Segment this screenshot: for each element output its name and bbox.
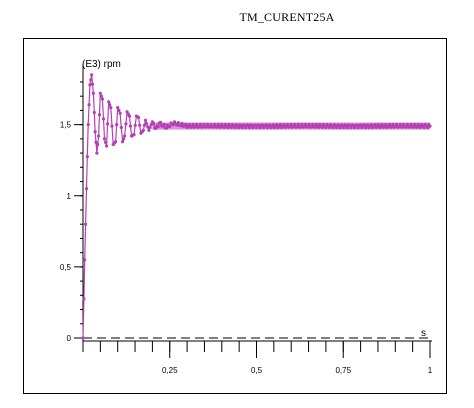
data-point [106, 122, 110, 126]
data-point [90, 82, 95, 86]
data-point [110, 124, 114, 128]
data-point [122, 137, 126, 141]
data-point [118, 111, 122, 115]
data-point [90, 73, 94, 77]
data-point [105, 144, 109, 148]
data-point [89, 78, 93, 82]
data-point [128, 124, 133, 128]
data-point [108, 103, 112, 107]
data-point [127, 114, 132, 118]
data-point [84, 222, 88, 226]
y-axis-label: (E3) rpm [82, 59, 121, 70]
chart-title: TM_CURENT25A [239, 10, 335, 24]
series-layer [81, 73, 432, 340]
data-point [97, 134, 101, 138]
data-point [95, 151, 99, 155]
data-point [121, 140, 125, 144]
steady-state-band [152, 122, 430, 130]
data-point [96, 142, 100, 147]
x-tick-label: 0,25 [162, 366, 178, 375]
data-point [142, 123, 146, 127]
data-point [92, 110, 96, 115]
y-tick-label: 1 [67, 192, 72, 201]
data-point [115, 123, 119, 127]
data-point [123, 134, 127, 138]
data-point [114, 140, 118, 144]
data-point [133, 123, 137, 127]
data-point [124, 122, 128, 126]
y-tick-label: 0 [67, 334, 72, 343]
data-point [97, 113, 102, 117]
x-axis-label: s [421, 328, 426, 339]
data-point [91, 91, 95, 95]
data-point [87, 103, 91, 107]
x-tick-label: 1 [428, 366, 433, 375]
data-point [93, 130, 97, 134]
data-point [148, 125, 152, 130]
data-point [83, 258, 87, 262]
data-point [82, 297, 86, 301]
data-point [145, 122, 149, 126]
data-point [136, 115, 141, 120]
axes: 0 0,5 1 1,5 0,25 0,5 0,75 1 [60, 64, 433, 375]
data-point [86, 123, 90, 127]
data-point [149, 123, 153, 127]
data-point [116, 106, 120, 110]
data-point [147, 128, 151, 132]
plot-frame [23, 38, 447, 394]
data-point [98, 91, 102, 95]
data-point [101, 117, 106, 121]
y-tick-label: 1,5 [60, 121, 72, 130]
data-point [84, 187, 89, 191]
data-point [132, 133, 136, 137]
data-point [100, 97, 104, 101]
data-point [143, 118, 148, 122]
y-tick-label: 0,5 [60, 263, 72, 272]
data-point [102, 137, 107, 141]
data-point [138, 123, 142, 127]
x-tick-label: 0,5 [251, 366, 263, 375]
data-point [117, 108, 121, 112]
data-point [88, 83, 92, 87]
data-point [107, 100, 111, 104]
series-line [82, 74, 431, 339]
data-point [81, 336, 85, 340]
data-point [141, 128, 145, 132]
x-tick-label: 0,75 [335, 366, 351, 375]
data-point [85, 155, 89, 159]
data-point [109, 106, 113, 110]
data-point [99, 94, 103, 98]
data-point [119, 125, 123, 130]
data-point [104, 140, 108, 144]
